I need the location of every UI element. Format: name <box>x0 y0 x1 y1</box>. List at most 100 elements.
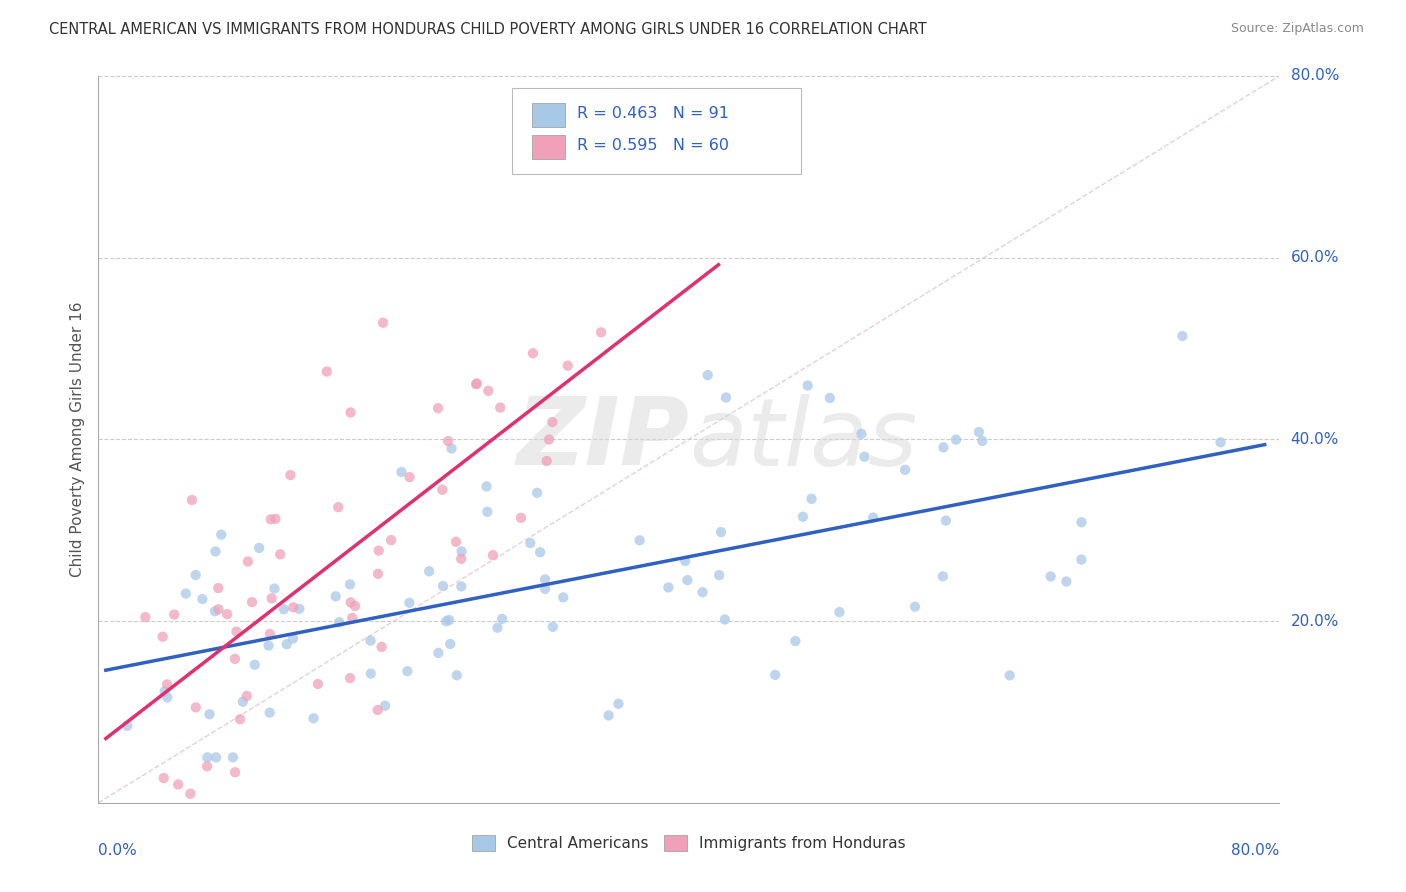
Point <box>673 554 696 568</box>
Point <box>696 368 718 383</box>
Point <box>427 401 450 416</box>
Point <box>1070 552 1092 566</box>
Point <box>302 711 325 725</box>
Point <box>283 600 305 615</box>
Point <box>437 613 460 627</box>
Point <box>522 346 544 360</box>
Point <box>371 316 394 330</box>
Point <box>342 611 364 625</box>
Point <box>519 536 541 550</box>
Point <box>450 544 472 558</box>
Point <box>339 577 361 591</box>
Point <box>439 637 461 651</box>
Text: ZIP: ZIP <box>516 393 689 485</box>
Point <box>1039 569 1062 583</box>
Text: Source: ZipAtlas.com: Source: ZipAtlas.com <box>1230 22 1364 36</box>
Point <box>370 640 392 654</box>
Point <box>972 434 994 448</box>
Point <box>450 579 472 593</box>
Point <box>607 697 630 711</box>
Point <box>932 569 955 583</box>
Point <box>434 614 457 628</box>
Text: 80.0%: 80.0% <box>1232 843 1279 858</box>
Point <box>800 491 823 506</box>
Point <box>207 581 229 595</box>
FancyBboxPatch shape <box>531 136 565 159</box>
Point <box>153 684 176 698</box>
Point <box>281 632 304 646</box>
Point <box>257 639 280 653</box>
Point <box>1054 574 1077 589</box>
Point <box>396 664 419 678</box>
Point <box>236 555 259 569</box>
Text: 0.0%: 0.0% <box>98 843 138 858</box>
Point <box>657 581 679 595</box>
Point <box>828 605 851 619</box>
Point <box>446 668 468 682</box>
Point <box>529 545 551 559</box>
Point <box>280 468 302 483</box>
Point <box>945 433 967 447</box>
Point <box>692 585 714 599</box>
Point <box>628 533 651 548</box>
Point <box>134 610 156 624</box>
Point <box>536 454 558 468</box>
Point <box>339 595 361 609</box>
Point <box>465 376 488 391</box>
Point <box>328 500 350 515</box>
Point <box>465 377 488 392</box>
Point <box>360 633 382 648</box>
Point <box>553 591 575 605</box>
Point <box>763 668 786 682</box>
Point <box>217 607 239 621</box>
Point <box>391 465 413 479</box>
Point <box>339 671 361 685</box>
Point <box>818 391 841 405</box>
Point <box>156 690 179 705</box>
Point <box>229 712 252 726</box>
Point <box>328 615 350 630</box>
Point <box>207 602 229 616</box>
Point <box>591 326 613 340</box>
Point <box>380 533 402 547</box>
Point <box>418 564 440 578</box>
Point <box>263 582 285 596</box>
Point <box>195 759 218 773</box>
Point <box>486 621 509 635</box>
Text: 40.0%: 40.0% <box>1291 432 1339 447</box>
Point <box>477 384 499 398</box>
Point <box>1070 515 1092 529</box>
Point <box>367 543 389 558</box>
Point <box>792 509 814 524</box>
Point <box>491 612 513 626</box>
Point <box>537 433 560 447</box>
Point <box>224 652 246 666</box>
Point <box>541 620 564 634</box>
Point <box>174 586 197 600</box>
Point <box>398 470 420 484</box>
Point <box>343 599 366 613</box>
Text: 60.0%: 60.0% <box>1291 250 1339 265</box>
Text: atlas: atlas <box>689 393 917 485</box>
Point <box>475 479 498 493</box>
Point <box>367 703 389 717</box>
Point <box>862 510 884 524</box>
Point <box>541 415 564 429</box>
Point <box>1209 435 1232 450</box>
FancyBboxPatch shape <box>531 103 565 127</box>
Point <box>534 573 557 587</box>
Point <box>509 510 531 524</box>
Point <box>288 602 311 616</box>
Point <box>276 637 298 651</box>
Point <box>904 599 927 614</box>
Point <box>264 512 287 526</box>
Point <box>851 426 873 441</box>
Point <box>152 630 174 644</box>
Point <box>894 463 917 477</box>
Point <box>675 159 697 173</box>
Point <box>437 434 460 449</box>
Point <box>714 391 737 405</box>
Point <box>205 750 228 764</box>
Point <box>935 514 957 528</box>
Point <box>152 771 174 785</box>
